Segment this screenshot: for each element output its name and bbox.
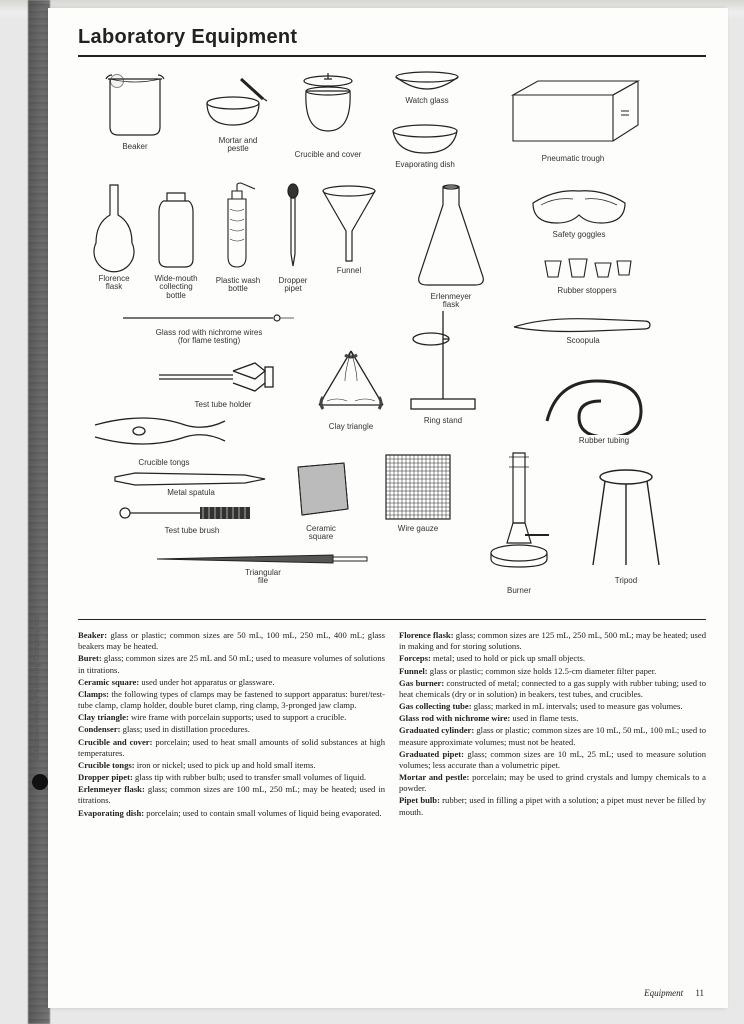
item-ttbrush: Test tube brush xyxy=(112,501,272,535)
item-glassrod: Glass rod with nichrome wires(for flame … xyxy=(114,309,304,346)
page-number: 11 xyxy=(695,988,704,998)
item-csquare: Ceramicsquare xyxy=(284,457,358,542)
item-florence: Florenceflask xyxy=(86,181,142,292)
definition-entry: Crucible tongs: iron or nickel; used to … xyxy=(78,760,385,771)
item-gauze: Wire gauze xyxy=(378,451,458,533)
title-rule xyxy=(78,55,706,57)
definitions: Beaker: glass or plastic; common sizes a… xyxy=(78,630,706,820)
item-ctongs: Crucible tongs xyxy=(84,407,244,467)
item-clay: Clay triangle xyxy=(306,345,396,431)
item-dropper: Dropperpipet xyxy=(272,183,314,294)
item-goggles: Safety goggles xyxy=(524,185,634,239)
definition-entry: Funnel: glass or plastic; common size ho… xyxy=(399,666,706,677)
footer: Equipment 11 xyxy=(644,988,704,998)
item-crucible: Crucible and cover xyxy=(288,71,368,159)
item-burner: Burner xyxy=(478,447,560,595)
definition-entry: Erlenmeyer flask: glass; common sizes ar… xyxy=(78,784,385,806)
item-trough: Pneumatic trough xyxy=(498,75,648,163)
definition-entry: Clamps: the following types of clamps ma… xyxy=(78,689,385,711)
item-watch: Watch glass xyxy=(388,69,466,105)
definition-entry: Forceps: metal; used to hold or pick up … xyxy=(399,653,706,664)
definition-entry: Dropper pipet: glass tip with rubber bul… xyxy=(78,772,385,783)
definition-entry: Buret: glass; common sizes are 25 mL and… xyxy=(78,653,385,675)
item-tripod: Tripod xyxy=(584,465,668,585)
item-trifile: Triangularfile xyxy=(148,549,378,586)
item-funnel: Funnel xyxy=(316,183,382,275)
item-mortar: Mortar andpestle xyxy=(198,75,278,154)
item-spatula: Metal spatula xyxy=(106,467,276,497)
page-title: Laboratory Equipment xyxy=(78,26,706,49)
definition-entry: Condenser: glass; used in distillation p… xyxy=(78,724,385,735)
definition-entry: Ceramic square: used under hot apparatus… xyxy=(78,677,385,688)
definition-entry: Glass rod with nichrome wire: used in fl… xyxy=(399,713,706,724)
item-ttholder: Test tube holder xyxy=(148,357,298,409)
definition-entry: Graduated pipet: glass; common sizes are… xyxy=(399,749,706,771)
mid-rule xyxy=(78,619,706,620)
definition-entry: Evaporating dish: porcelain; used to con… xyxy=(78,808,385,819)
item-stoppers: Rubber stoppers xyxy=(532,251,642,295)
equipment-diagram: Beaker Mortar andpestle Crucible and cov… xyxy=(78,65,706,613)
definition-entry: Florence flask: glass; common sizes are … xyxy=(399,630,706,652)
definitions-right-col: Florence flask: glass; common sizes are … xyxy=(399,630,706,820)
worksheet-page: Laboratory Equipment Beaker Mortar andpe… xyxy=(48,8,728,1008)
item-erlen: Erlenmeyerflask xyxy=(408,181,494,310)
item-evap: Evaporating dish xyxy=(384,123,466,169)
definition-entry: Beaker: glass or plastic; common sizes a… xyxy=(78,630,385,652)
definition-entry: Mortar and pestle: porcelain; may be use… xyxy=(399,772,706,794)
copyright-vertical: © Addison-Wesley Publishing Company, Inc… xyxy=(34,614,41,760)
definition-entry: Clay triangle: wire frame with porcelain… xyxy=(78,712,385,723)
item-rubtube: Rubber tubing xyxy=(534,365,674,445)
item-scoopula: Scoopula xyxy=(508,313,658,345)
footer-label: Equipment xyxy=(644,988,683,998)
definition-entry: Crucible and cover: porcelain; used to h… xyxy=(78,737,385,759)
item-widemouth: Wide-mouthcollectingbottle xyxy=(148,187,204,300)
definition-entry: Gas burner: constructed of metal; connec… xyxy=(399,678,706,700)
definitions-left-col: Beaker: glass or plastic; common sizes a… xyxy=(78,630,385,820)
definition-entry: Graduated cylinder: glass or plastic; co… xyxy=(399,725,706,747)
item-beaker: Beaker xyxy=(96,71,174,151)
item-ring: Ring stand xyxy=(398,305,488,425)
definition-entry: Pipet bulb: rubber; used in filling a pi… xyxy=(399,795,706,817)
item-wash: Plastic washbottle xyxy=(210,181,266,294)
definition-entry: Gas collecting tube: glass; marked in mL… xyxy=(399,701,706,712)
